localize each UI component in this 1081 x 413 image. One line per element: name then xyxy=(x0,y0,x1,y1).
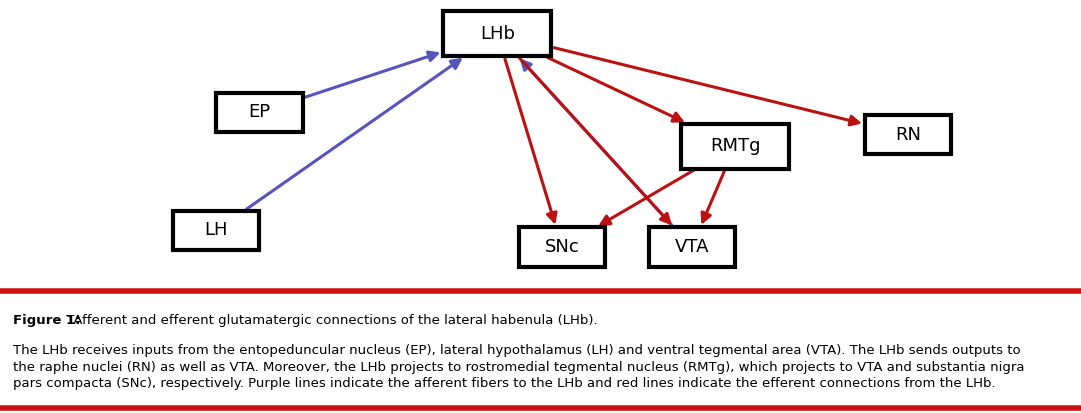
FancyBboxPatch shape xyxy=(443,11,551,56)
Text: The LHb receives inputs from the entopeduncular nucleus (EP), lateral hypothalam: The LHb receives inputs from the entoped… xyxy=(13,344,1025,390)
FancyBboxPatch shape xyxy=(173,211,259,250)
FancyBboxPatch shape xyxy=(649,228,735,267)
Text: VTA: VTA xyxy=(675,238,709,256)
Text: LHb: LHb xyxy=(480,25,515,43)
Text: EP: EP xyxy=(249,103,270,121)
Text: Figure 1:: Figure 1: xyxy=(13,314,80,327)
Text: TAfferent and efferent glutamatergic connections of the lateral habenula (LHb).: TAfferent and efferent glutamatergic con… xyxy=(62,314,598,327)
FancyBboxPatch shape xyxy=(865,115,951,154)
Text: SNc: SNc xyxy=(545,238,579,256)
FancyBboxPatch shape xyxy=(519,228,605,267)
FancyBboxPatch shape xyxy=(216,93,303,132)
FancyBboxPatch shape xyxy=(681,123,789,169)
Text: RMTg: RMTg xyxy=(710,137,760,155)
Text: RN: RN xyxy=(895,126,921,144)
Text: LH: LH xyxy=(204,221,228,239)
